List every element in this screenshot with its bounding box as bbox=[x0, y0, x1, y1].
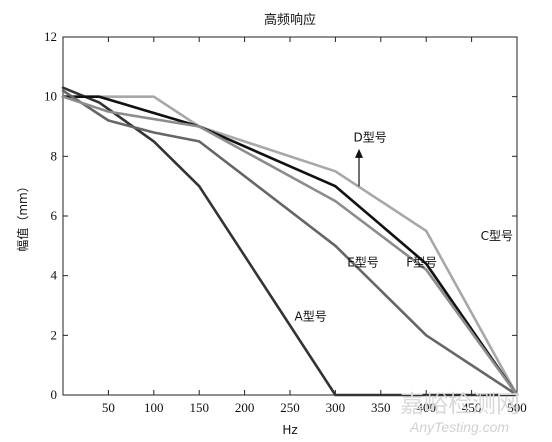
watermark: 嘉峪检测网 AnyTesting.com bbox=[400, 390, 520, 435]
arrow-head bbox=[355, 148, 364, 158]
y-tick-label: 10 bbox=[44, 89, 57, 104]
annotation-label: D型号 bbox=[354, 130, 387, 144]
annotation-label: E型号 bbox=[347, 256, 379, 270]
series-line-2 bbox=[61, 95, 519, 397]
x-tick-label: 500 bbox=[507, 400, 527, 415]
x-tick-label: 100 bbox=[144, 400, 164, 415]
x-tick-label: 200 bbox=[235, 400, 255, 415]
x-tick-label: 150 bbox=[189, 400, 209, 415]
y-tick-label: 0 bbox=[51, 387, 58, 402]
y-tick-label: 12 bbox=[44, 29, 57, 44]
series-line-3 bbox=[61, 89, 519, 397]
plot-area: 0 2 4 6 8 10 12 50 100 150 200 250 300 350 400 450 500 A型… bbox=[44, 29, 527, 415]
series-line-1 bbox=[61, 95, 519, 397]
y-axis-label: 幅值（mm） bbox=[15, 180, 30, 251]
series-line-0 bbox=[61, 86, 519, 397]
y-tick-label: 4 bbox=[51, 268, 58, 283]
chart-title: 高频响应 bbox=[264, 12, 316, 28]
y-tick-label: 6 bbox=[51, 208, 58, 223]
x-tick-label: 50 bbox=[102, 400, 115, 415]
x-tick-label: 400 bbox=[416, 400, 436, 415]
axes-frame bbox=[62, 36, 518, 396]
watermark-text-en: AnyTesting.com bbox=[409, 419, 509, 435]
series-line-4 bbox=[61, 95, 519, 397]
x-tick-label: 250 bbox=[280, 400, 300, 415]
x-tick-label: 350 bbox=[371, 400, 391, 415]
x-tick-label: 300 bbox=[326, 400, 346, 415]
annotation-label: A型号 bbox=[295, 309, 327, 323]
y-tick-label: 2 bbox=[51, 327, 58, 342]
y-tick-label: 8 bbox=[51, 148, 58, 163]
watermark-text-cn: 嘉峪检测网 bbox=[400, 390, 520, 418]
annotation-label: F型号 bbox=[406, 256, 437, 270]
x-axis-label: Hz bbox=[282, 423, 297, 437]
annotation-label: C型号 bbox=[481, 229, 513, 243]
x-tick-label: 450 bbox=[462, 400, 482, 415]
